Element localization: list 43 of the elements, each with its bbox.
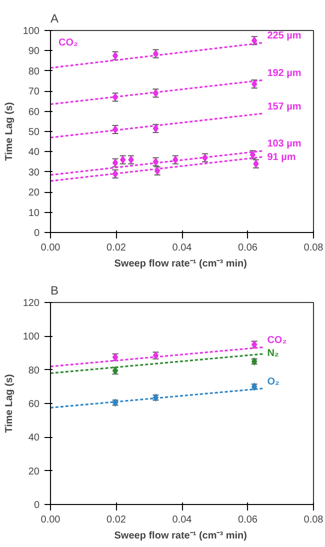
y-tick-label: 80 [28,66,40,78]
x-tick-label: 0.00 [40,242,61,254]
x-tick-label: 0.02 [106,242,126,254]
x-tick-label: 0.02 [106,514,126,526]
y-tick-label: 20 [28,466,40,478]
series-label: N₂ [267,348,279,360]
x-tick-label: 0.06 [238,514,258,526]
y-tick-label: 70 [28,86,40,98]
y-tick-label: 90 [28,46,40,58]
x-axis-title: Sweep flow rate⁻¹ (cm⁻³ min) [114,530,247,542]
x-tick-label: 0.00 [40,514,61,526]
x-tick-label: 0.04 [172,242,192,254]
series-label: 157 µm [267,101,302,112]
series-label: CO₂ [267,335,287,346]
y-tick-label: 60 [28,106,40,118]
x-tick-label: 0.04 [172,514,192,526]
y-tick-label: 30 [28,167,40,178]
y-tick-label: 40 [28,147,40,158]
y-axis-title: Time Lag (s) [4,102,15,161]
y-tick-label: 10 [28,208,40,219]
series-label: 225 µm [267,30,302,42]
y-tick-label: 100 [22,332,40,343]
y-tick-label: 60 [28,399,40,410]
x-tick-label: 0.06 [238,242,258,254]
chart-title: B [50,284,59,298]
x-tick-label: 0.08 [304,514,324,526]
series-label: 192 µm [267,68,302,79]
chart-title: A [50,12,59,26]
y-tick-label: 80 [28,365,40,376]
x-tick-label: 0.08 [304,242,324,254]
x-axis-title: Sweep flow rate⁻¹ (cm⁻³ min) [114,258,247,270]
y-tick-label: 20 [28,188,40,199]
series-label: O₂ [267,376,280,388]
y-tick-label: 100 [22,26,40,37]
y-axis-title: Time Lag (s) [4,374,15,433]
series-label: 91 µm [267,152,296,163]
annotation: CO₂ [58,38,78,48]
series-label: 103 µm [267,138,302,150]
y-tick-label: 0 [34,228,40,239]
y-tick-label: 0 [34,500,40,511]
y-tick-label: 120 [22,298,40,309]
y-tick-label: 50 [28,127,40,138]
y-tick-label: 40 [28,432,40,444]
